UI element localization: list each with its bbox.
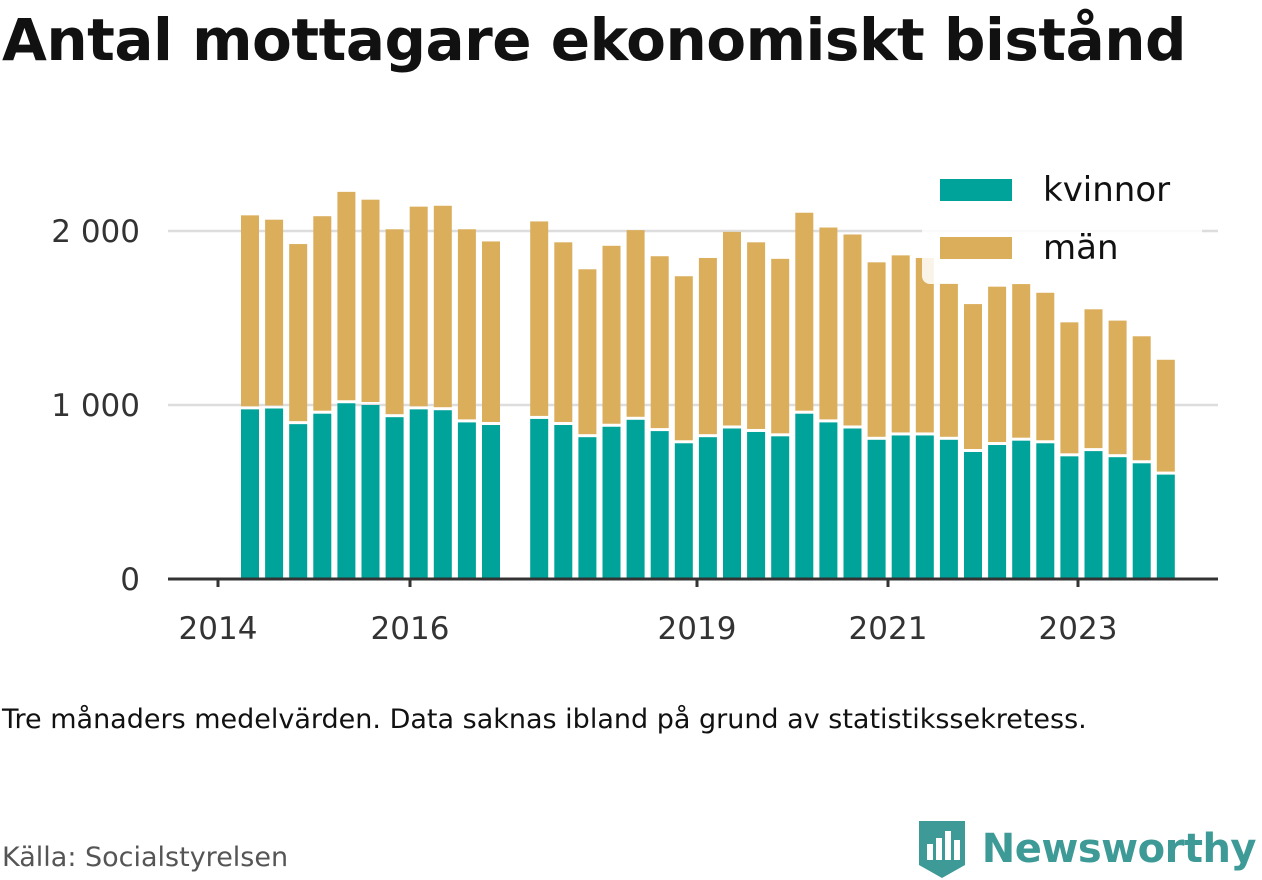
bar-man xyxy=(650,256,669,429)
newsworthy-logo[interactable]: Newsworthy xyxy=(916,818,1257,880)
legend-label: kvinnor xyxy=(1043,170,1170,210)
bar-man xyxy=(1036,292,1055,441)
bar-man xyxy=(843,234,862,426)
bar-man xyxy=(1132,336,1151,461)
bar-man xyxy=(337,191,356,401)
bar-kvinnor xyxy=(988,445,1007,579)
x-tick-label: 2016 xyxy=(371,611,450,647)
bar-kvinnor xyxy=(482,425,500,579)
bar-kvinnor xyxy=(819,422,838,579)
bar-man xyxy=(385,229,404,415)
bar-man xyxy=(915,257,934,433)
bar-man xyxy=(289,244,308,422)
bar-man xyxy=(964,304,982,449)
bar-kvinnor xyxy=(867,439,886,579)
bar-kvinnor xyxy=(1060,456,1079,579)
bar-man xyxy=(241,215,259,407)
bar-man xyxy=(795,212,814,411)
bar-kvinnor xyxy=(626,419,645,579)
bar-kvinnor xyxy=(554,425,573,579)
bar-man xyxy=(867,262,886,437)
bar-man xyxy=(265,219,284,406)
bar-man xyxy=(554,242,573,423)
bar-man xyxy=(578,269,597,435)
bar-kvinnor xyxy=(409,409,428,579)
bar-kvinnor xyxy=(241,409,259,579)
chart-note: Tre månaders medelvärden. Data saknas ib… xyxy=(2,704,1087,735)
bar-kvinnor xyxy=(650,431,669,579)
bar-kvinnor xyxy=(385,417,404,579)
y-tick-label: 1 000 xyxy=(51,388,140,424)
bar-kvinnor xyxy=(939,439,958,579)
legend-label: män xyxy=(1043,228,1119,268)
bar-kvinnor xyxy=(602,426,621,579)
bar-kvinnor xyxy=(747,431,766,579)
x-tick-label: 2023 xyxy=(1039,611,1118,647)
bar-kvinnor xyxy=(457,422,476,579)
y-tick-label: 0 xyxy=(120,562,140,598)
bar-man xyxy=(891,255,910,433)
bar-kvinnor xyxy=(843,428,862,579)
bar-kvinnor xyxy=(1108,457,1127,579)
bar-man xyxy=(723,231,741,426)
bar-man xyxy=(1060,322,1079,454)
chart-title: Antal mottagare ekonomiskt bistånd xyxy=(2,6,1187,74)
x-tick-label: 2021 xyxy=(849,611,928,647)
bar-man xyxy=(771,258,790,434)
bar-man xyxy=(698,257,717,435)
bar-man xyxy=(1084,309,1103,449)
bar-kvinnor xyxy=(530,418,549,579)
bar-man xyxy=(457,229,476,420)
x-tick-label: 2019 xyxy=(658,611,737,647)
bar-man xyxy=(1012,284,1031,438)
bar-kvinnor xyxy=(1036,443,1055,579)
bar-man xyxy=(626,230,645,417)
bar-man xyxy=(482,241,500,423)
bar-man xyxy=(530,221,549,416)
bar-kvinnor xyxy=(433,410,452,579)
bar-kvinnor xyxy=(265,408,284,579)
bar-man xyxy=(674,276,693,441)
bar-kvinnor xyxy=(1012,440,1031,579)
legend-swatch-kvinnor xyxy=(940,179,1012,201)
bar-kvinnor xyxy=(337,403,356,579)
legend-swatch-man xyxy=(940,237,1012,259)
bar-man xyxy=(361,199,380,402)
bar-kvinnor xyxy=(578,437,597,579)
stacked-bar-chart: 0 1 000 2 000 2014 2016 2019 2021 2023 kvinnor mä… xyxy=(51,170,1218,647)
bar-man xyxy=(1156,359,1175,472)
bar-kvinnor xyxy=(1132,463,1151,579)
bar-kvinnor xyxy=(891,435,910,579)
bar-man xyxy=(602,245,621,424)
y-tick-label: 2 000 xyxy=(51,214,140,250)
bar-kvinnor xyxy=(723,428,741,579)
bar-man xyxy=(747,242,766,429)
bar-kvinnor xyxy=(964,451,982,579)
bar-kvinnor xyxy=(771,436,790,579)
bar-man xyxy=(988,286,1007,443)
bar-man xyxy=(819,227,838,420)
bar-man xyxy=(939,283,958,437)
bar-kvinnor xyxy=(674,443,693,579)
brand-name: Newsworthy xyxy=(981,826,1257,872)
bar-kvinnor xyxy=(698,437,717,579)
bar-man xyxy=(313,216,332,411)
bar-man xyxy=(409,206,428,407)
source-text: Källa: Socialstyrelsen xyxy=(2,842,289,873)
bar-kvinnor xyxy=(313,413,332,579)
bar-kvinnor xyxy=(289,424,308,579)
bar-kvinnor xyxy=(1084,451,1103,579)
newsworthy-logo-icon xyxy=(918,821,965,878)
x-tick-label: 2014 xyxy=(179,611,258,647)
bar-man xyxy=(1108,320,1127,455)
bar-kvinnor xyxy=(915,435,934,579)
bar-kvinnor xyxy=(1156,474,1175,579)
bar-kvinnor xyxy=(361,405,380,579)
bar-man xyxy=(433,205,452,408)
bar-kvinnor xyxy=(795,413,814,579)
